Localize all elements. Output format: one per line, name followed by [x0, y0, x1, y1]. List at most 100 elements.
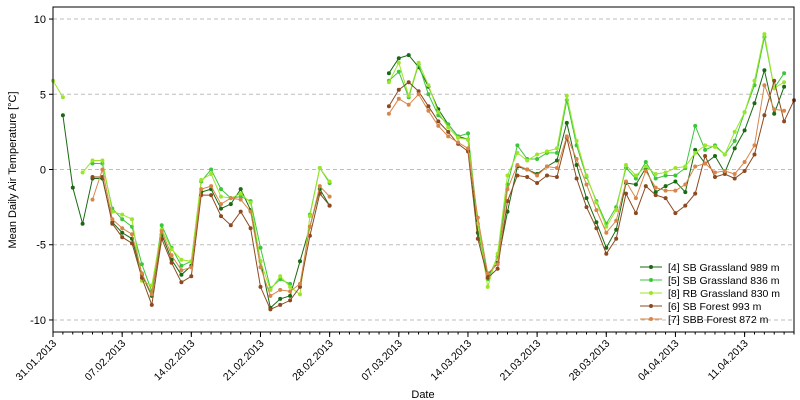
data-point: [258, 265, 263, 270]
data-point: [624, 163, 628, 167]
axes: -10 -5 0 5 10 31.01.2013 07.02.2013 14.02.2013 2…: [13, 14, 795, 384]
data-point: [110, 221, 115, 226]
x-tick-label: 21.03.2013: [498, 338, 544, 384]
data-point: [584, 196, 589, 201]
data-point: [683, 190, 688, 195]
data-point: [505, 173, 510, 178]
data-point: [554, 150, 559, 155]
legend-label: [7] SBB Forest 872 m: [668, 314, 769, 326]
legend-entry-2: [8] RB Grassland 830 m: [640, 288, 780, 300]
data-point: [130, 217, 134, 222]
data-point: [614, 227, 619, 232]
data-point: [703, 147, 708, 152]
data-point: [545, 164, 549, 169]
data-point: [752, 143, 757, 148]
data-point: [406, 93, 411, 98]
data-point: [396, 87, 401, 92]
data-point: [713, 175, 717, 179]
data-point: [149, 302, 154, 307]
data-point: [772, 111, 777, 116]
data-point: [782, 71, 787, 76]
data-point: [535, 152, 540, 157]
data-point: [614, 208, 619, 213]
data-point: [713, 144, 717, 149]
legend-marker: [649, 317, 653, 321]
data-point: [110, 217, 115, 222]
data-point: [406, 80, 411, 85]
data-point: [228, 202, 233, 207]
data-point: [722, 152, 727, 157]
data-point: [416, 60, 421, 65]
data-point: [426, 108, 431, 113]
data-point: [505, 187, 510, 192]
data-point: [179, 272, 184, 277]
data-point: [298, 281, 302, 286]
data-point: [120, 235, 125, 240]
data-point: [742, 128, 747, 133]
data-point: [396, 96, 401, 101]
data-point: [594, 220, 599, 225]
x-tick-label: 07.03.2013: [359, 338, 405, 384]
data-point: [663, 188, 668, 193]
data-point: [594, 208, 599, 213]
data-point: [60, 113, 65, 118]
data-point: [120, 226, 125, 231]
data-point: [426, 104, 431, 109]
data-point: [416, 89, 421, 94]
data-point: [663, 170, 668, 175]
data-point: [219, 206, 223, 211]
series-line: [388, 54, 785, 276]
data-point: [703, 143, 708, 148]
data-point: [545, 149, 549, 154]
legend-label: [5] SB Grassland 836 m: [668, 275, 780, 287]
data-point: [564, 134, 569, 139]
data-point: [673, 179, 678, 184]
data-point: [317, 166, 322, 170]
data-point: [149, 292, 154, 297]
data-point: [633, 176, 638, 181]
data-point: [317, 184, 322, 189]
legend: [4] SB Grassland 989 m[5] SB Grassland 8…: [640, 262, 780, 326]
data-point: [564, 120, 569, 125]
data-point: [426, 83, 431, 88]
data-point: [396, 56, 401, 61]
data-point: [238, 197, 243, 202]
data-point: [248, 200, 253, 205]
data-point: [169, 260, 174, 265]
data-point: [762, 32, 767, 37]
series-line: [52, 80, 64, 98]
data-point: [604, 230, 609, 235]
data-point: [179, 280, 184, 285]
data-point: [80, 221, 85, 226]
series-1: [90, 35, 787, 294]
x-tick-label: 31.01.2013: [13, 338, 59, 384]
data-point: [209, 172, 214, 176]
legend-label: [4] SB Grassland 989 m: [668, 262, 780, 274]
data-point: [278, 287, 283, 292]
data-point: [327, 194, 332, 199]
data-point: [396, 60, 401, 65]
legend-marker: [649, 265, 653, 269]
data-point: [90, 161, 95, 166]
data-point: [732, 176, 737, 181]
data-point: [742, 160, 747, 164]
data-point: [189, 265, 194, 270]
legend-marker: [649, 291, 653, 295]
data-point: [663, 196, 668, 201]
legend-label: [6] SB Forest 993 m: [668, 301, 762, 313]
data-point: [643, 169, 648, 173]
data-point: [436, 110, 441, 115]
data-point: [653, 185, 658, 190]
data-point: [742, 169, 747, 173]
data-point: [199, 187, 204, 192]
data-point: [219, 194, 223, 199]
data-point: [752, 101, 757, 106]
data-point: [228, 196, 233, 201]
data-point: [683, 164, 688, 169]
data-point: [416, 92, 421, 97]
data-point: [278, 274, 283, 279]
data-point: [633, 173, 638, 178]
legend-entry-3: [6] SB Forest 993 m: [640, 301, 762, 313]
series-line: [82, 160, 331, 296]
data-point: [515, 150, 520, 155]
